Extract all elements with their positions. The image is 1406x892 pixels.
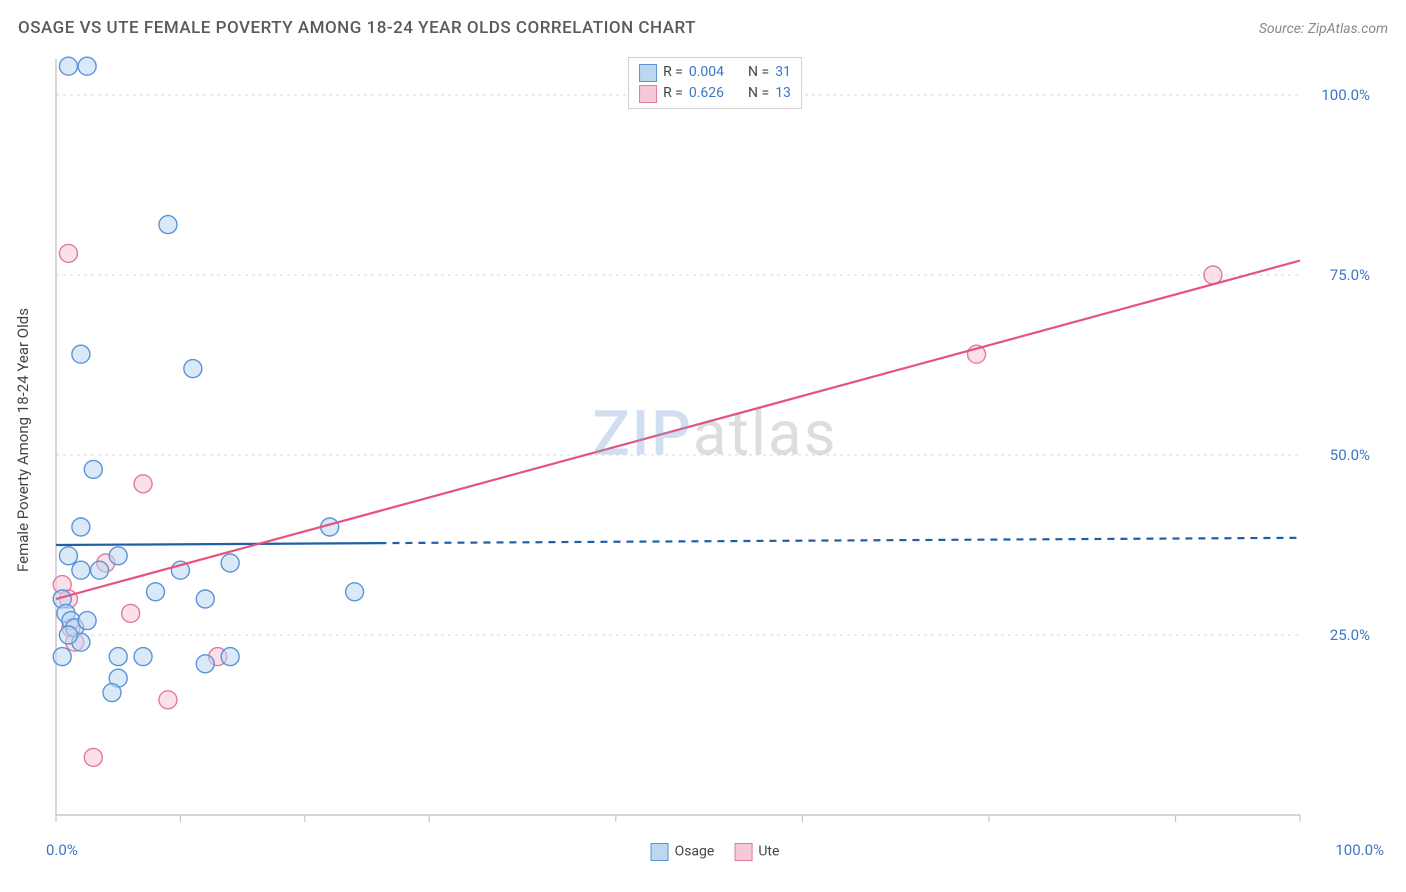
svg-text:100.0%: 100.0% [1321,86,1370,104]
scatter-chart: 25.0% 50.0% 75.0% 100.0% [50,55,1380,825]
x-axis-hundred: 100.0% [1335,841,1384,859]
x-axis-zero: 0.0% [46,841,78,859]
legend-swatch-osage [639,64,657,82]
chart-title: OSAGE VS UTE FEMALE POVERTY AMONG 18-24 … [18,18,696,38]
svg-text:75.0%: 75.0% [1330,266,1370,284]
svg-text:25.0%: 25.0% [1330,626,1370,644]
legend-item-osage: Osage [651,843,715,861]
legend-swatch-ute [734,843,752,861]
svg-text:50.0%: 50.0% [1330,446,1370,464]
legend-item-ute: Ute [734,843,779,861]
legend-series: Osage Ute [651,843,780,861]
legend-row-osage: R = 0.004 N = 31 [639,62,791,83]
y-axis-label: Female Poverty Among 18-24 Year Olds [10,55,36,825]
legend-swatch-ute [639,85,657,103]
plot-area: 25.0% 50.0% 75.0% 100.0% R = 0.004 N = 31 R… [50,55,1380,825]
legend-correlation: R = 0.004 N = 31 R = 0.626 N = 13 [628,57,802,109]
legend-row-ute: R = 0.626 N = 13 [639,83,791,104]
source-label: Source: ZipAtlas.com [1259,21,1388,37]
legend-swatch-osage [651,843,669,861]
